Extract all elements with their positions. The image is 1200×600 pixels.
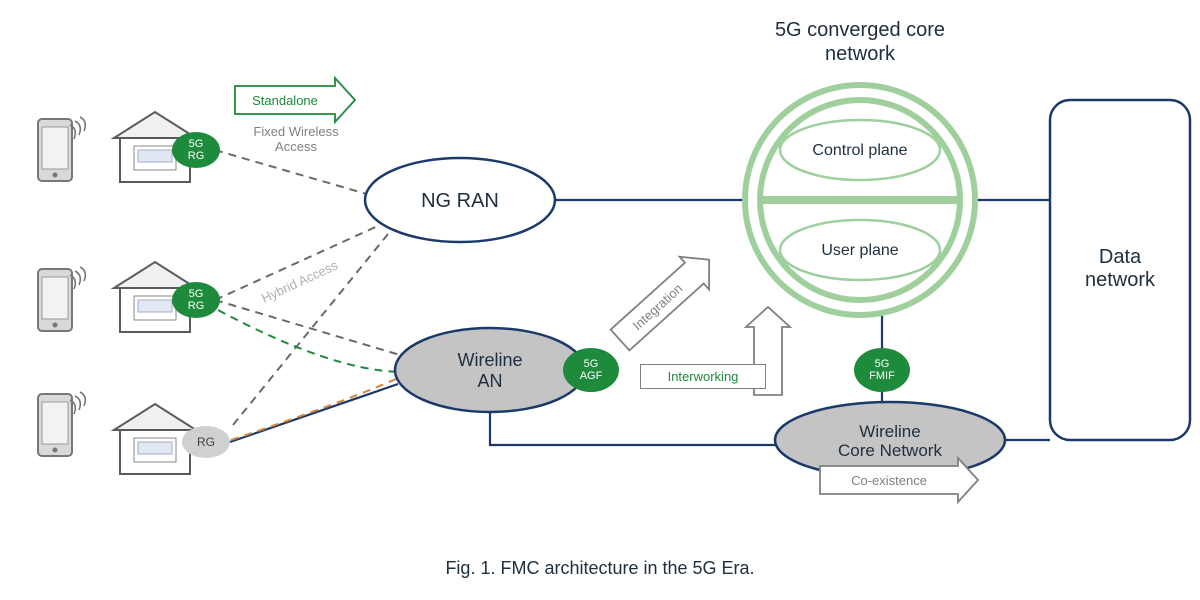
arr-integration: Integration — [605, 243, 724, 356]
svg-text:Co-existence: Co-existence — [851, 473, 927, 488]
node-data-network — [1050, 100, 1190, 440]
phone-1 — [38, 117, 85, 181]
arr-standalone: Standalone — [235, 78, 355, 122]
node-ng-ran — [365, 158, 555, 242]
phone-2 — [38, 267, 85, 331]
diagram-canvas: StandaloneIntegrationCo-existence 5G RG5… — [0, 0, 1200, 600]
svg-text:Standalone: Standalone — [252, 93, 318, 108]
phone-3 — [38, 392, 85, 456]
rg-badge-3 — [182, 426, 230, 458]
arr-interworking — [746, 307, 790, 395]
rg-badge-2 — [172, 282, 220, 318]
node-fmif — [854, 348, 910, 392]
node-user-plane — [780, 220, 940, 280]
node-agf — [563, 348, 619, 392]
rg-badge-1 — [172, 132, 220, 168]
node-wireline-an — [395, 328, 585, 412]
node-control-plane — [780, 120, 940, 180]
nodes-layer: Standalone Integration Co-existence — [0, 0, 1200, 600]
